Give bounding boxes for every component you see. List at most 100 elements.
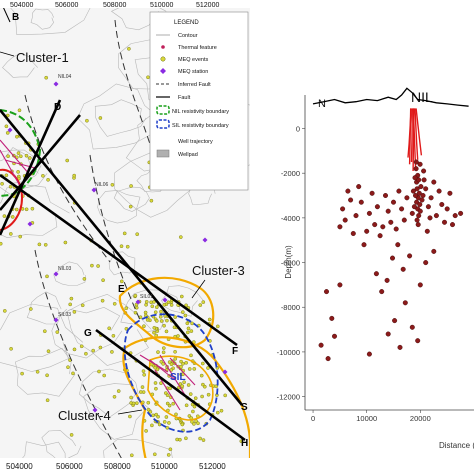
meq-event-point bbox=[90, 263, 94, 268]
hypocenter-point bbox=[388, 219, 394, 225]
meq-event-point bbox=[8, 184, 13, 189]
meq-event-point bbox=[69, 296, 74, 301]
faults bbox=[0, 99, 246, 442]
meq-event-point bbox=[129, 453, 134, 458]
meq-event-point bbox=[185, 330, 190, 335]
hypocenter-point bbox=[421, 177, 427, 183]
meq-event-point bbox=[120, 279, 124, 284]
legend-title: LEGEND bbox=[174, 20, 199, 26]
meq-event-point bbox=[165, 393, 170, 398]
meq-event-point bbox=[183, 313, 188, 318]
meq-event-point bbox=[186, 326, 191, 331]
cluster-1-leader bbox=[0, 51, 15, 57]
well-label-sil01: SIL01 bbox=[140, 294, 153, 300]
map-legend: LEGEND Contour Thermal feature MEQ event… bbox=[149, 11, 249, 191]
hypocenter-point bbox=[399, 206, 405, 212]
meq-event-point bbox=[63, 240, 68, 245]
hypocenter-point bbox=[419, 197, 425, 203]
meq-station-marker bbox=[202, 237, 208, 243]
meq-event-point bbox=[96, 264, 100, 268]
meq-event-point bbox=[192, 422, 196, 426]
meq-event-point bbox=[24, 207, 29, 212]
meq-event-point bbox=[158, 314, 163, 319]
legend-fault-label: Fault bbox=[178, 95, 191, 101]
meq-event-point bbox=[201, 438, 206, 442]
letter-g: G bbox=[84, 328, 92, 339]
hypocenter-point bbox=[401, 217, 407, 223]
meq-event-point bbox=[129, 184, 133, 188]
y-tick-label: -12000 bbox=[277, 393, 300, 402]
meq-event-point bbox=[180, 422, 185, 427]
hypocenter-point bbox=[318, 342, 324, 348]
meq-event-point bbox=[85, 118, 89, 123]
meq-event-point bbox=[4, 173, 9, 178]
meq-event-point bbox=[164, 415, 169, 419]
meq-event-point bbox=[178, 235, 183, 239]
hypocenter-point bbox=[325, 356, 331, 362]
hypocenter-point bbox=[337, 282, 343, 288]
hypocenter-point bbox=[410, 188, 416, 194]
map-xtick-bottom-5: 512000 bbox=[199, 462, 226, 471]
meq-event-point bbox=[199, 373, 204, 378]
meq-event-point bbox=[55, 330, 60, 334]
meq-event-point bbox=[135, 232, 139, 236]
meq-station-marker bbox=[222, 369, 228, 375]
meq-event-point bbox=[46, 349, 51, 354]
legend-thermal-icon bbox=[161, 45, 165, 49]
letter-h: H bbox=[241, 438, 248, 449]
hypocenter-point bbox=[409, 324, 415, 330]
hypocenter-point bbox=[402, 300, 408, 306]
meq-event-point bbox=[24, 153, 29, 158]
hypocenter-point bbox=[369, 190, 375, 196]
legend-inferred-fault-label: Inferred Fault bbox=[178, 82, 211, 88]
hypocenter-point bbox=[442, 219, 448, 225]
meq-event-point bbox=[146, 75, 150, 80]
meq-event-point bbox=[91, 348, 95, 353]
sil-resistivity-boundary bbox=[123, 313, 219, 433]
y-tick-label: -10000 bbox=[277, 348, 300, 357]
meq-event-point bbox=[153, 381, 158, 385]
legend-meq-events-label: MEQ events bbox=[178, 57, 209, 63]
hypocenter-point bbox=[417, 201, 423, 207]
meq-event-point bbox=[200, 394, 204, 399]
meq-event-point bbox=[46, 177, 50, 182]
hypocenter-point bbox=[431, 248, 437, 254]
meq-event-point bbox=[37, 242, 42, 247]
meq-event-point bbox=[4, 124, 9, 129]
map-panel: NIL04 NIL06 NIL03 SIL01 SIL03 Cluster-1 … bbox=[0, 0, 250, 474]
meq-event-point bbox=[110, 350, 114, 354]
hypocenter-point bbox=[397, 344, 403, 350]
meq-event-point bbox=[124, 306, 129, 311]
meq-event-point bbox=[66, 365, 70, 370]
well-trace bbox=[412, 108, 415, 172]
hypocenter-point bbox=[427, 215, 433, 221]
meq-event-point bbox=[133, 293, 138, 298]
hypocenter-point bbox=[439, 201, 445, 207]
hypocenter-point bbox=[356, 184, 362, 190]
legend-meq-station-label: MEQ station bbox=[178, 69, 208, 75]
meq-event-point bbox=[169, 303, 174, 307]
well-trace bbox=[414, 108, 419, 160]
hypocenter-point bbox=[452, 213, 458, 219]
y-tick-label: -2000 bbox=[281, 169, 300, 178]
meq-event-point bbox=[107, 326, 111, 331]
meq-event-point bbox=[20, 371, 24, 376]
meq-event-point bbox=[176, 334, 180, 338]
meq-event-point bbox=[169, 362, 174, 367]
meq-event-point bbox=[174, 412, 178, 417]
meq-event-point bbox=[152, 330, 156, 335]
contour-line bbox=[94, 99, 147, 137]
meq-event-point bbox=[30, 206, 35, 211]
meq-event-point bbox=[184, 436, 188, 441]
letter-b: B bbox=[12, 12, 19, 23]
hypocenter-point bbox=[329, 315, 335, 321]
meq-event-point bbox=[206, 392, 211, 397]
meq-event-point bbox=[112, 301, 117, 306]
hypocenter-point bbox=[417, 161, 423, 167]
y-tick-label: -8000 bbox=[281, 303, 300, 312]
hypocenter-point bbox=[350, 230, 356, 236]
cluster-3-label: Cluster-3 bbox=[192, 263, 245, 278]
hypocenter-point bbox=[324, 289, 330, 295]
meq-event-point bbox=[98, 345, 103, 350]
map-xtick-bottom-3: 508000 bbox=[104, 462, 131, 471]
